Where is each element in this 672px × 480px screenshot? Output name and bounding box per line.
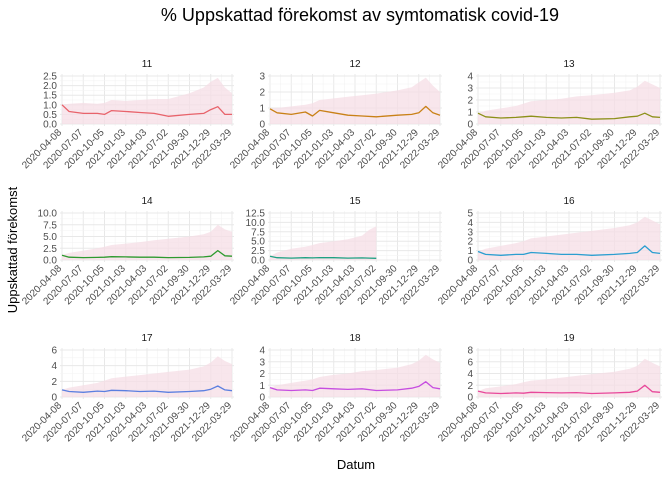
uncertainty-band xyxy=(478,80,660,124)
facet-panel-17: 1702462020-04-082020-07-072020-10-052021… xyxy=(20,333,234,444)
series-line xyxy=(269,255,377,259)
y-tick-label: 5.0 xyxy=(251,237,265,248)
y-tick-label: 0.0 xyxy=(43,256,57,267)
facet-label: 19 xyxy=(563,333,575,344)
uncertainty-band xyxy=(270,226,377,260)
facet-label: 13 xyxy=(563,59,575,70)
y-tick-label: 4 xyxy=(467,369,473,380)
y-tick-label: 2 xyxy=(259,369,265,380)
y-tick-label: 2.5 xyxy=(43,244,57,255)
series-line xyxy=(61,249,233,259)
y-tick-label: 5 xyxy=(467,209,473,220)
y-tick-label: 10.0 xyxy=(38,209,58,220)
y-tick-label: 7.5 xyxy=(251,227,265,238)
series-line xyxy=(269,105,441,118)
y-tick-label: 2 xyxy=(51,377,57,388)
y-tick-label: 12.5 xyxy=(246,209,266,220)
facet-label: 16 xyxy=(563,196,575,207)
series-line xyxy=(477,112,661,120)
y-tick-label: 10.0 xyxy=(246,218,266,229)
y-tick-label: 0 xyxy=(467,120,473,131)
series-line xyxy=(269,381,441,392)
y-tick-label: 1 xyxy=(259,381,265,392)
y-tick-label: 3 xyxy=(259,357,265,368)
facet-label: 12 xyxy=(349,59,361,70)
x-axis-title: Datum xyxy=(337,457,375,472)
series-line xyxy=(61,385,233,393)
facet-panel-12: 1201232020-04-082020-07-072020-10-052021… xyxy=(228,59,442,171)
y-tick-label: 2 xyxy=(467,96,473,107)
y-tick-label: 1.0 xyxy=(43,100,57,111)
y-tick-label: 2 xyxy=(259,88,265,99)
series-line xyxy=(477,245,661,256)
y-tick-label: 4 xyxy=(467,72,473,83)
uncertainty-band xyxy=(478,216,660,260)
y-tick-label: 1 xyxy=(467,246,473,257)
y-tick-label: 0 xyxy=(467,393,473,404)
y-tick-label: 6 xyxy=(467,357,473,368)
y-tick-label: 0 xyxy=(259,120,265,131)
y-tick-label: 1 xyxy=(467,108,473,119)
y-tick-label: 2.5 xyxy=(43,72,57,83)
facet-panel-13: 13012342020-04-082020-07-072020-10-05202… xyxy=(436,59,662,171)
y-tick-label: 2 xyxy=(467,381,473,392)
uncertainty-band xyxy=(270,354,440,397)
chart-title: % Uppskattad förekomst av symtomatisk co… xyxy=(161,5,559,25)
y-tick-label: 4 xyxy=(51,361,57,372)
uncertainty-band xyxy=(62,356,232,397)
y-tick-label: 0 xyxy=(467,256,473,267)
y-tick-label: 3 xyxy=(467,227,473,238)
facet-panel-14: 140.02.55.07.510.02020-04-082020-07-0720… xyxy=(20,196,234,307)
uncertainty-band xyxy=(270,77,440,124)
series-line xyxy=(61,104,232,117)
y-tick-label: 1 xyxy=(259,104,265,115)
facet-label: 15 xyxy=(349,196,361,207)
y-tick-label: 0.0 xyxy=(251,256,265,267)
uncertainty-band xyxy=(62,77,232,124)
y-tick-label: 5.0 xyxy=(43,232,57,243)
facet-panel-16: 160123452020-04-082020-07-072020-10-0520… xyxy=(436,196,662,307)
y-tick-label: 0.0 xyxy=(43,120,57,131)
facet-label: 17 xyxy=(141,333,153,344)
y-tick-label: 8 xyxy=(467,346,473,357)
facet-panel-11: 110.00.51.01.52.02.52020-04-082020-07-07… xyxy=(20,59,234,171)
y-tick-label: 0 xyxy=(259,393,265,404)
series-line xyxy=(477,384,661,395)
facet-panel-15: 150.02.55.07.510.012.52020-04-082020-07-… xyxy=(228,196,442,307)
uncertainty-band xyxy=(62,224,232,260)
facet-label: 11 xyxy=(142,59,153,70)
y-axis-title: Uppskattad förekomst xyxy=(5,186,20,313)
y-tick-label: 4 xyxy=(467,218,473,229)
y-tick-label: 6 xyxy=(51,346,57,357)
y-tick-label: 7.5 xyxy=(43,220,57,231)
facet-label: 18 xyxy=(349,333,361,344)
y-tick-label: 1.5 xyxy=(43,91,57,102)
facet-panels: 110.00.51.01.52.02.52020-04-082020-07-07… xyxy=(20,59,662,444)
y-tick-label: 2.0 xyxy=(43,81,57,92)
y-tick-label: 3 xyxy=(467,84,473,95)
facet-panel-18: 18012342020-04-082020-07-072020-10-05202… xyxy=(228,333,442,444)
y-tick-label: 0 xyxy=(51,393,57,404)
y-tick-label: 2.5 xyxy=(251,246,265,257)
y-tick-label: 0.5 xyxy=(43,110,57,121)
y-tick-label: 4 xyxy=(259,346,265,357)
y-tick-label: 2 xyxy=(467,237,473,248)
y-tick-label: 3 xyxy=(259,72,265,83)
uncertainty-band xyxy=(478,358,660,397)
facet-panel-19: 19024682020-04-082020-07-072020-10-05202… xyxy=(436,333,662,444)
facet-label: 14 xyxy=(141,196,153,207)
